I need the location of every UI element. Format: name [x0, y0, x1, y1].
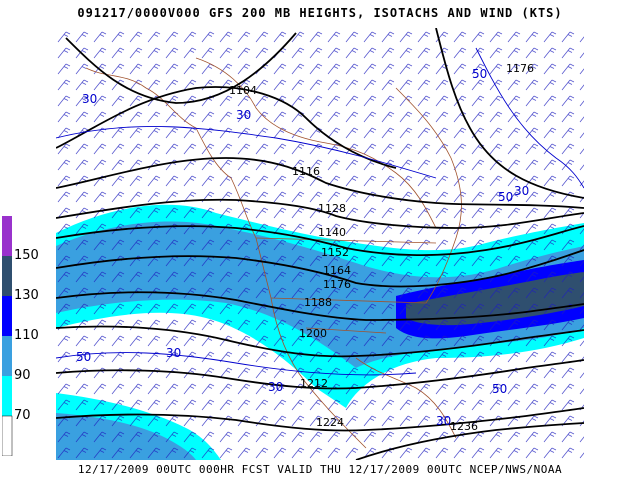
isotach-label: 30: [268, 380, 283, 394]
chart-title: 091217/0000V000 GFS 200 MB HEIGHTS, ISOT…: [77, 6, 563, 20]
isotach-label: 30: [436, 414, 451, 428]
isotach-contours: [56, 47, 584, 376]
height-label: 1116: [292, 165, 320, 178]
height-label: 1200: [299, 327, 327, 340]
isotach-label: 30: [166, 346, 181, 360]
height-label: 1140: [318, 226, 346, 239]
height-contours: [56, 28, 584, 460]
isotach-label: 30: [514, 184, 529, 198]
isotach-color-legend: 150 130 110 90 70: [2, 216, 39, 456]
legend-swatch-110: [2, 296, 12, 336]
height-label: 1188: [304, 296, 332, 309]
height-label: 1128: [318, 202, 346, 215]
isotach-label: 50: [472, 67, 487, 81]
height-label: 1164: [323, 264, 351, 277]
isotach-labels: 30 30 50 50 30 30 30 50 50 30: [76, 67, 529, 428]
legend-label-130: 130: [14, 288, 39, 303]
isotach-label: 30: [82, 92, 97, 106]
legend-label-90: 90: [14, 368, 31, 383]
height-label: 1104: [229, 84, 257, 97]
isotach-label: 30: [236, 108, 251, 122]
height-label: 1224: [316, 416, 344, 429]
height-label: 1212: [300, 377, 328, 390]
weather-map: 1104 1116 1128 1140 1152 1164 1176 1188 …: [56, 28, 584, 460]
isotach-label: 50: [498, 190, 513, 204]
legend-swatch-130: [2, 256, 12, 296]
legend-swatch-low: [2, 415, 13, 456]
height-label: 1236: [450, 420, 478, 433]
isotach-label: 50: [492, 382, 507, 396]
height-label: 1176: [323, 278, 351, 291]
height-label: 1152: [321, 246, 349, 259]
legend-swatch-90: [2, 336, 12, 376]
valid-time-footer: 12/17/2009 00UTC 000HR FCST VALID THU 12…: [77, 463, 563, 476]
legend-swatch-150: [2, 216, 12, 256]
isotach-label: 50: [76, 350, 91, 364]
legend-label-150: 150: [14, 248, 39, 263]
legend-swatch-70: [2, 376, 12, 416]
legend-label-70: 70: [14, 408, 31, 423]
height-label: 1176: [506, 62, 534, 75]
legend-label-110: 110: [14, 328, 39, 343]
height-labels: 1104 1116 1128 1140 1152 1164 1176 1188 …: [229, 62, 534, 433]
